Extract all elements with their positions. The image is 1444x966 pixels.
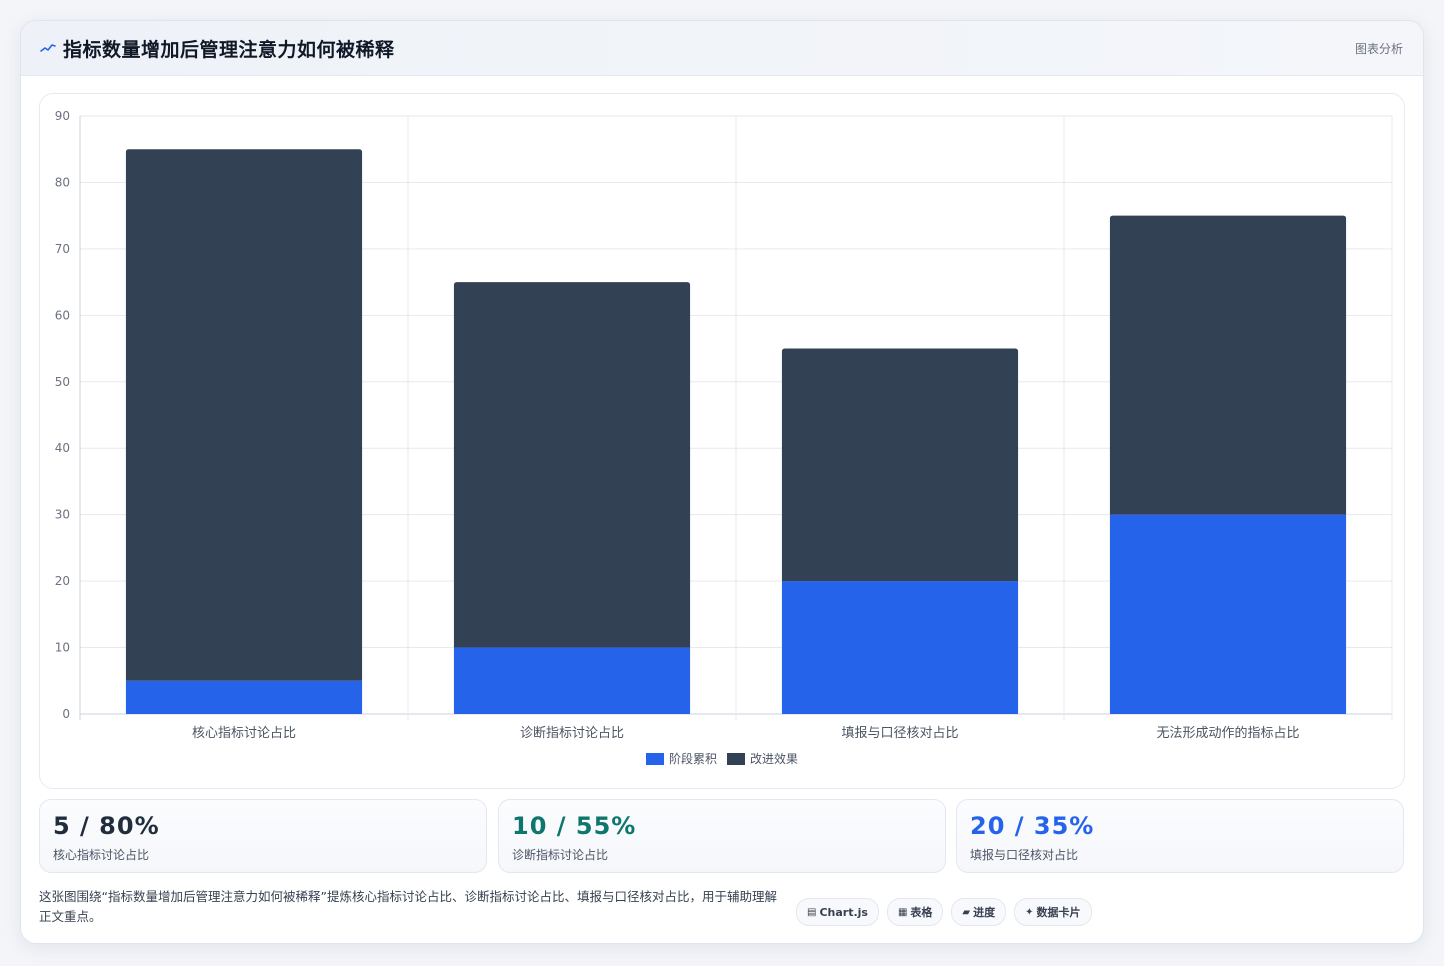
- bar-segment: [125, 680, 363, 714]
- legend-swatch: [645, 752, 664, 765]
- legend-label: 改进效果: [750, 752, 799, 766]
- chart-analysis-tag: 图表分析: [1354, 42, 1403, 56]
- x-tick-label: 诊断指标讨论占比: [520, 726, 624, 741]
- stat-value: 5 / 80%: [53, 812, 160, 840]
- legend-item[interactable]: 改进效果: [727, 750, 798, 767]
- y-tick-label: 50: [55, 375, 70, 389]
- legend-label: 阶段累积: [668, 752, 717, 766]
- y-tick-label: 0: [62, 707, 70, 721]
- stat-card-diagnostic: 10 / 55% 诊断指标讨论占比: [498, 799, 946, 873]
- stat-value: 10 / 55%: [512, 812, 637, 840]
- y-tick-label: 90: [55, 109, 70, 123]
- footer-note: 这张图围绕“指标数量增加后管理注意力如何被稀释”提炼核心指标讨论占比、诊断指标讨…: [39, 889, 777, 924]
- stat-label: 核心指标讨论占比: [53, 848, 150, 862]
- y-tick-label: 70: [55, 242, 70, 256]
- stat-value: 20 / 35%: [970, 812, 1095, 840]
- sparkle-icon: ✦: [1025, 906, 1034, 918]
- bar-segment: [125, 149, 363, 681]
- card-header: 指标数量增加后管理注意力如何被稀释 图表分析: [21, 21, 1423, 76]
- chart-icon: ▤: [807, 906, 817, 918]
- bar-segment: [781, 348, 1019, 582]
- x-tick-label: 核心指标讨论占比: [192, 726, 296, 741]
- progress-icon: ▰: [962, 906, 971, 918]
- chart-card: 指标数量增加后管理注意力如何被稀释 图表分析 0 10 20 30 40 50 60 70 80…: [20, 20, 1424, 944]
- y-tick-label: 40: [55, 441, 70, 455]
- y-tick-label: 60: [55, 308, 70, 322]
- tool-chips: ▤ Chart.js ▦ 表格 ▰ 进度 ✦ 数据卡片: [796, 898, 1092, 926]
- bar-segment: [1109, 514, 1347, 714]
- stat-label: 诊断指标讨论占比: [512, 848, 609, 862]
- legend-swatch: [727, 752, 745, 765]
- table-icon: ▦: [897, 906, 908, 918]
- bar-segment: [453, 282, 691, 648]
- chart-panel: 0 10 20 30 40 50 60 70 80 90 核心指标讨论占比 诊断指标讨论占比 填报与口径…: [39, 93, 1405, 789]
- bar-segment: [781, 581, 1019, 714]
- stat-card-core: 5 / 80% 核心指标讨论占比: [39, 799, 487, 873]
- chip-chartjs[interactable]: ▤ Chart.js: [796, 898, 879, 926]
- trend-line-icon: [40, 44, 56, 52]
- stacked-bar-chart: 0 10 20 30 40 50 60 70 80 90 核心指标讨论占比 诊断指标讨论占比 填报与口径…: [55, 109, 1393, 741]
- chip-label: 表格: [910, 906, 933, 919]
- chip-progress[interactable]: ▰ 进度: [951, 898, 1007, 926]
- chart-legend: 阶段累积 改进效果: [40, 750, 1404, 767]
- y-tick-label: 30: [55, 508, 70, 522]
- bar-segment: [453, 647, 691, 714]
- stat-card-reporting: 20 / 35% 填报与口径核对占比: [956, 799, 1404, 873]
- chip-label: 数据卡片: [1036, 906, 1081, 919]
- stat-label: 填报与口径核对占比: [970, 848, 1079, 862]
- chip-label: 进度: [973, 906, 996, 919]
- chip-table[interactable]: ▦ 表格: [886, 898, 944, 926]
- chip-label: Chart.js: [819, 905, 868, 919]
- chart-title: 指标数量增加后管理注意力如何被稀释: [63, 39, 395, 61]
- x-tick-label: 填报与口径核对占比: [841, 726, 958, 741]
- x-tick-label: 无法形成动作的指标占比: [1156, 725, 1299, 741]
- legend-item[interactable]: 阶段累积: [645, 750, 717, 767]
- bar-segment: [1109, 215, 1347, 515]
- y-tick-label: 80: [55, 175, 70, 189]
- y-tick-label: 20: [55, 574, 70, 588]
- y-tick-label: 10: [55, 641, 70, 655]
- chip-data-card[interactable]: ✦ 数据卡片: [1014, 898, 1092, 926]
